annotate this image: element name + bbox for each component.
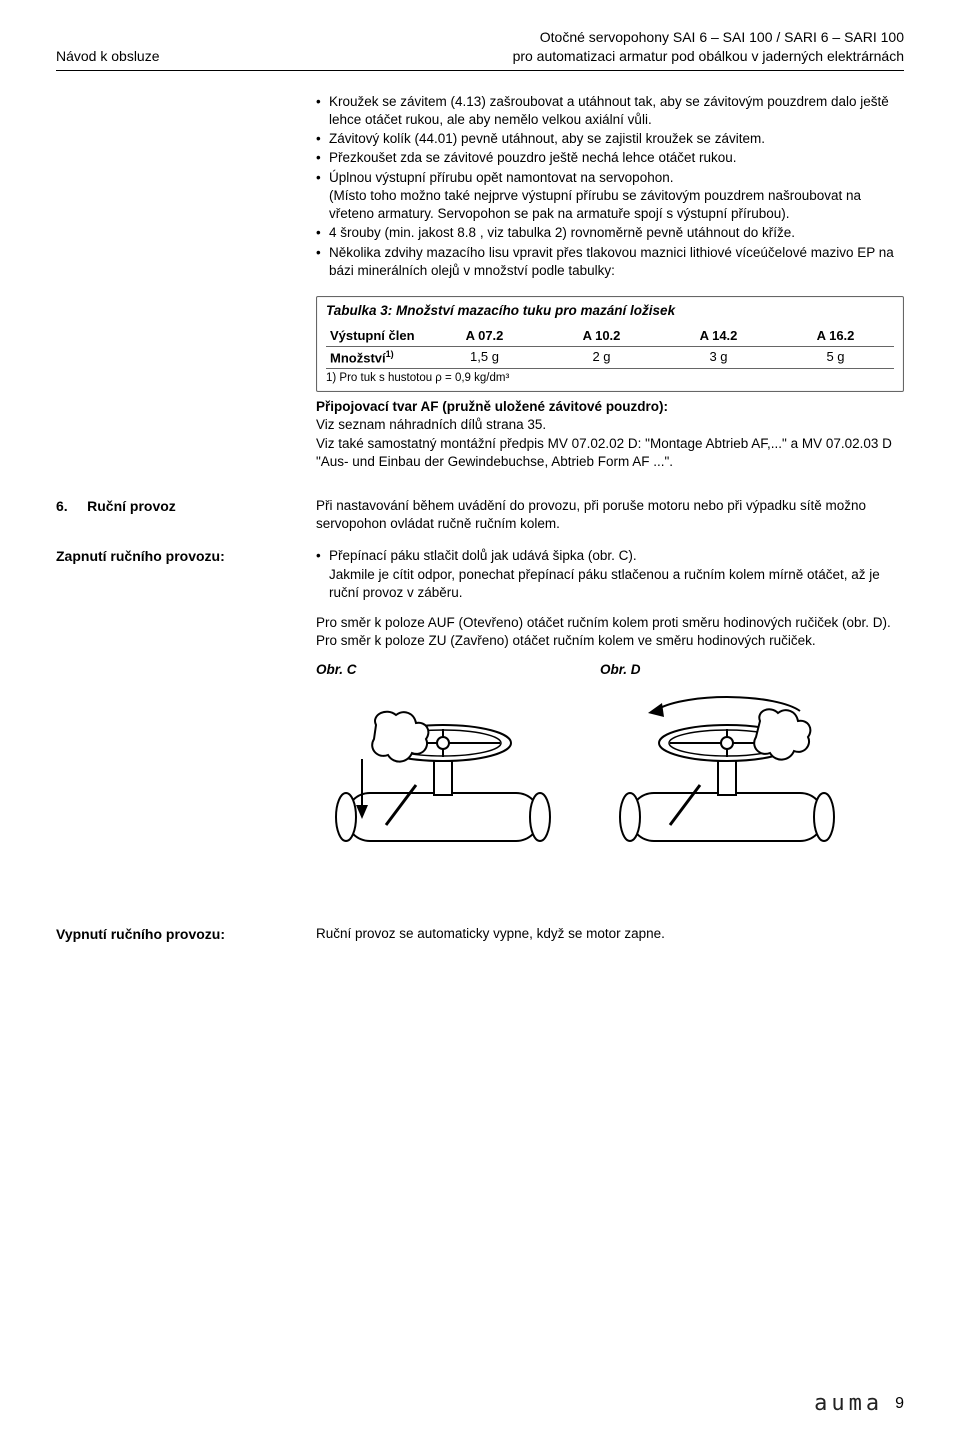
figure-c-image	[316, 685, 570, 865]
table-cell: A 14.2	[660, 326, 777, 346]
table-cell: 5 g	[777, 346, 894, 368]
data-table: Výstupní člen A 07.2 A 10.2 A 14.2 A 16.…	[326, 326, 894, 368]
vypnuti-body: Ruční provoz se automaticky vypne, když …	[316, 925, 904, 944]
table-cell: 3 g	[660, 346, 777, 368]
section-6: 6. Ruční provoz Při nastavování během uv…	[56, 497, 904, 533]
footer-logo: auma	[814, 1389, 883, 1419]
after-table-line2: Viz také samostatný montážní předpis MV …	[316, 435, 904, 471]
section-6-label: 6. Ruční provoz	[56, 497, 316, 533]
section-number: 6.	[56, 498, 68, 514]
bullet-item: 4 šrouby (min. jakost 8.8 , viz tabulka …	[316, 224, 904, 242]
zapnuti-body3: Pro směr k poloze ZU (Zavřeno) otáčet ru…	[316, 633, 816, 648]
table-footnote: 1) Pro tuk s hustotou ρ = 0,9 kg/dm³	[326, 371, 894, 387]
footer-page-number: 9	[895, 1393, 904, 1415]
zapnuti-para2: Pro směr k poloze AUF (Otevřeno) otáčet …	[316, 614, 904, 650]
zapnuti-bullets: Přepínací páku stlačit dolů jak udává ši…	[316, 547, 904, 602]
bullet-item: Přezkoušet zda se závitové pouzdro ještě…	[316, 149, 904, 167]
zapnuti-body: Přepínací páku stlačit dolů jak udává ši…	[316, 547, 904, 864]
header-right: Otočné servopohony SAI 6 – SAI 100 / SAR…	[513, 28, 904, 66]
vypnuti-label: Vypnutí ručního provozu:	[56, 925, 316, 944]
bullet-item: Úplnou výstupní přírubu opět namontovat …	[316, 169, 904, 224]
zapnuti-bullet-text: Přepínací páku stlačit dolů jak udává ši…	[329, 548, 637, 563]
figure-d-image	[600, 685, 854, 865]
table-cell: A 16.2	[777, 326, 894, 346]
header-right-line1: Otočné servopohony SAI 6 – SAI 100 / SAR…	[513, 28, 904, 47]
table-row2-label: Množství1)	[326, 346, 426, 368]
page-footer: auma 9	[56, 1389, 904, 1419]
section-6-intro: Při nastavování během uvádění do provozu…	[316, 497, 904, 533]
row1-label-text: Výstupní člen	[330, 328, 415, 343]
header-left: Návod k obsluze	[56, 47, 160, 66]
header-right-line2: pro automatizaci armatur pod obálkou v j…	[513, 47, 904, 66]
bullet-item: Závitový kolík (44.01) pevně utáhnout, a…	[316, 130, 904, 148]
bullet-item: Kroužek se závitem (4.13) zašroubovat a …	[316, 93, 904, 129]
figure-c-label: Obr. C	[316, 661, 570, 679]
section-title: Ruční provoz	[87, 498, 176, 514]
after-table-bold: Připojovací tvar AF (pružně uložené závi…	[316, 398, 904, 416]
zapnuti-bullet: Přepínací páku stlačit dolů jak udává ši…	[316, 547, 904, 602]
row2-label-prefix: Množství	[330, 350, 386, 365]
lubricant-table: Tabulka 3: Množství mazacího tuku pro ma…	[316, 296, 904, 392]
zapnuti-label: Zapnutí ručního provozu:	[56, 547, 316, 864]
row2-label-sup: 1)	[386, 349, 394, 359]
bullets-block: Kroužek se závitem (4.13) zašroubovat a …	[316, 93, 904, 471]
table-cell: A 10.2	[543, 326, 660, 346]
figures-row: Obr. C	[316, 661, 904, 865]
figure-d-label: Obr. D	[600, 661, 854, 679]
bullet-list: Kroužek se závitem (4.13) zašroubovat a …	[316, 93, 904, 280]
table-title: Tabulka 3: Množství mazacího tuku pro ma…	[326, 302, 894, 320]
page-header: Návod k obsluze Otočné servopohony SAI 6…	[56, 28, 904, 71]
table-cell: A 07.2	[426, 326, 543, 346]
after-table-line1: Viz seznam náhradních dílů strana 35.	[316, 416, 904, 434]
figure-d: Obr. D	[600, 661, 854, 865]
table-cell: 1,5 g	[426, 346, 543, 368]
zapnuti-row: Zapnutí ručního provozu: Přepínací páku …	[56, 547, 904, 864]
table-row1-label: Výstupní člen	[326, 326, 426, 346]
table-cell: 2 g	[543, 346, 660, 368]
figure-c: Obr. C	[316, 661, 570, 865]
bullet-item: Několika zdvihy mazacího lisu vpravit př…	[316, 244, 904, 280]
vypnuti-row: Vypnutí ručního provozu: Ruční provoz se…	[56, 925, 904, 944]
zapnuti-body2: Pro směr k poloze AUF (Otevřeno) otáčet …	[316, 615, 891, 630]
after-table-block: Připojovací tvar AF (pružně uložené závi…	[316, 398, 904, 471]
zapnuti-body1: Jakmile je cítit odpor, ponechat přepína…	[329, 567, 880, 600]
